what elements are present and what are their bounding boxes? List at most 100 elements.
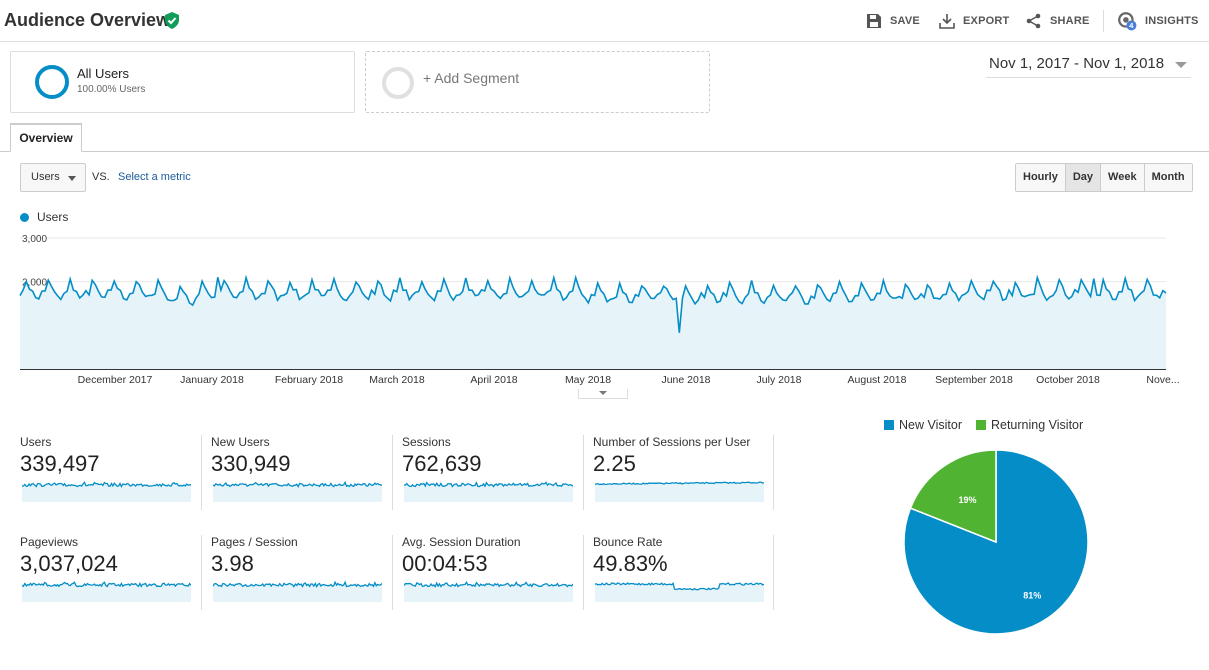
visitor-pie-chart[interactable]: 81% 19%: [896, 442, 1096, 642]
legend-dot-users: [20, 212, 29, 222]
sparkline-fill: [404, 582, 573, 602]
sparkline-fill: [22, 482, 191, 502]
x-tick-label: August 2018: [848, 374, 907, 386]
header-divider: [1103, 10, 1104, 32]
date-range-picker[interactable]: Nov 1, 2017 - Nov 1, 2018: [986, 52, 1191, 78]
x-tick-label: April 2018: [470, 374, 517, 386]
metric-value: 3,037,024: [20, 551, 118, 576]
metric-tile[interactable]: Pages / Session 3.98: [211, 535, 392, 610]
metric-value: 00:04:53: [402, 551, 488, 576]
metric-value: 330,949: [211, 451, 291, 476]
metric-value: 3.98: [211, 551, 254, 576]
x-tick-label: February 2018: [275, 374, 343, 386]
tab-overview[interactable]: Overview: [10, 123, 82, 152]
granularity-hourly[interactable]: Hourly: [1016, 164, 1066, 191]
segment-name: All Users: [77, 66, 130, 81]
granularity-month[interactable]: Month: [1144, 164, 1192, 191]
metric-tile[interactable]: Pageviews 3,037,024: [20, 535, 201, 610]
metric-sparkline: [213, 480, 382, 502]
tile-divider: [392, 535, 393, 610]
metric-label: Users: [20, 435, 52, 449]
metric-tile[interactable]: Avg. Session Duration 00:04:53: [402, 535, 583, 610]
granularity-day[interactable]: Day: [1065, 164, 1102, 191]
metric-label: Pageviews: [20, 535, 79, 549]
y-tick-label: 2,000: [22, 278, 47, 289]
metric-value: 2.25: [593, 451, 636, 476]
tile-divider: [583, 435, 584, 510]
metric-tile[interactable]: Sessions 762,639: [402, 435, 583, 510]
sparkline-line: [22, 481, 191, 489]
metric-label: Avg. Session Duration: [402, 535, 521, 549]
sparkline-fill: [595, 482, 764, 502]
sparkline-line: [404, 481, 573, 488]
vs-label: VS.: [92, 171, 110, 183]
sparkline-fill: [22, 582, 191, 602]
report-header: Audience Overview SAVE EXPORT SHARE 4 IN…: [0, 0, 1209, 42]
sparkline-fill: [213, 582, 382, 602]
tab-bar-divider: [0, 151, 1209, 152]
pie-legend-returning: Returning Visitor: [975, 418, 1084, 432]
export-button[interactable]: EXPORT: [939, 12, 1009, 30]
metric-value: 49.83%: [593, 551, 668, 576]
metric-sparkline: [404, 581, 573, 602]
sparkline-line: [22, 581, 191, 588]
granularity-week[interactable]: Week: [1101, 164, 1145, 191]
metric-value: 762,639: [402, 451, 482, 476]
save-button[interactable]: SAVE: [866, 12, 920, 30]
add-segment-label: + Add Segment: [423, 70, 520, 86]
tile-divider: [201, 535, 202, 610]
select-metric-link[interactable]: Select a metric: [118, 171, 191, 183]
tile-divider: [201, 435, 202, 510]
metric-sparkline: [404, 481, 573, 502]
tile-divider: [773, 535, 774, 610]
page-title: Audience Overview: [4, 10, 171, 30]
tile-divider: [773, 435, 774, 510]
metric-label: New Users: [211, 435, 270, 449]
metric-tile[interactable]: New Users 330,949: [211, 435, 392, 510]
metric-tile[interactable]: Bounce Rate 49.83%: [593, 535, 774, 610]
sparkline-line: [595, 481, 764, 486]
segment-all-users[interactable]: All Users 100.00% Users: [10, 51, 355, 113]
legend-swatch: [884, 420, 894, 430]
chart-collapse-handle[interactable]: [578, 389, 628, 399]
x-tick-label: Nove...: [1146, 374, 1179, 386]
insights-icon: 4: [1118, 12, 1137, 31]
metric-sparkline: [595, 581, 764, 602]
x-tick-label: March 2018: [369, 374, 425, 386]
insights-button[interactable]: 4 INSIGHTS: [1117, 12, 1199, 31]
legend-swatch: [975, 420, 986, 430]
sparkline-line: [595, 581, 764, 591]
add-segment-button[interactable]: + Add Segment: [365, 51, 710, 113]
x-tick-label: June 2018: [661, 374, 710, 386]
download-icon: [939, 14, 955, 29]
share-icon: [1026, 13, 1041, 29]
save-label: SAVE: [890, 15, 920, 27]
share-label: SHARE: [1050, 15, 1090, 27]
segment-percent: 100.00% Users: [77, 84, 146, 95]
x-tick-label: September 2018: [935, 374, 1013, 386]
x-tick-label: October 2018: [1036, 374, 1100, 386]
x-tick-label: May 2018: [565, 374, 611, 386]
x-tick-label: July 2018: [757, 374, 802, 386]
metric-label: Bounce Rate: [593, 535, 663, 549]
sparkline-fill: [595, 583, 764, 602]
legend-label-users: Users: [37, 210, 69, 224]
pie-legend-new-label: New Visitor: [899, 418, 962, 432]
sparkline-fill: [213, 482, 382, 502]
y-tick-label: 3,000: [22, 234, 47, 245]
tile-divider: [392, 435, 393, 510]
pie-legend: New Visitor Returning Visitor: [884, 418, 1083, 432]
pie-legend-returning-label: Returning Visitor: [990, 418, 1084, 432]
insights-label: INSIGHTS: [1145, 15, 1199, 27]
metric-select[interactable]: Users: [20, 163, 86, 192]
metric-tile[interactable]: Users 339,497: [20, 435, 201, 510]
share-button[interactable]: SHARE: [1026, 12, 1090, 30]
metric-tile[interactable]: Number of Sessions per User 2.25: [593, 435, 774, 510]
chevron-down-icon: [68, 176, 76, 181]
date-range-text: Nov 1, 2017 - Nov 1, 2018: [989, 55, 1165, 72]
metric-sparkline: [213, 580, 382, 602]
pie-slice-returning-visitor: [909, 449, 997, 544]
metric-sparkline: [22, 581, 191, 602]
chart-area-fill: [20, 277, 1166, 369]
